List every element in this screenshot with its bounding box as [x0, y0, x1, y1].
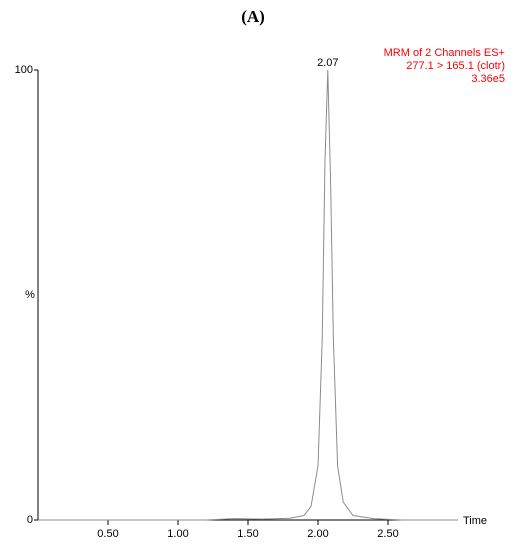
y-axis-label: % — [25, 289, 35, 301]
annotation: 277.1 > 165.1 (clotr) — [406, 60, 505, 72]
x-tick-label: 2.50 — [377, 528, 398, 540]
x-tick-label: 0.50 — [97, 528, 118, 540]
x-tick-label: 1.00 — [167, 528, 188, 540]
y-tick-label: 100 — [15, 64, 33, 76]
x-axis-label: Time — [463, 515, 487, 527]
annotation: MRM of 2 Channels ES+ — [384, 47, 505, 59]
x-tick-label: 1.50 — [237, 528, 258, 540]
x-tick-label: 2.00 — [307, 528, 328, 540]
y-tick-label: 0 — [27, 514, 33, 526]
annotation: 3.36e5 — [471, 73, 505, 85]
chromatogram-line — [38, 69, 458, 521]
chart-title: (A) — [241, 7, 265, 26]
peak-label: 2.07 — [317, 57, 338, 69]
